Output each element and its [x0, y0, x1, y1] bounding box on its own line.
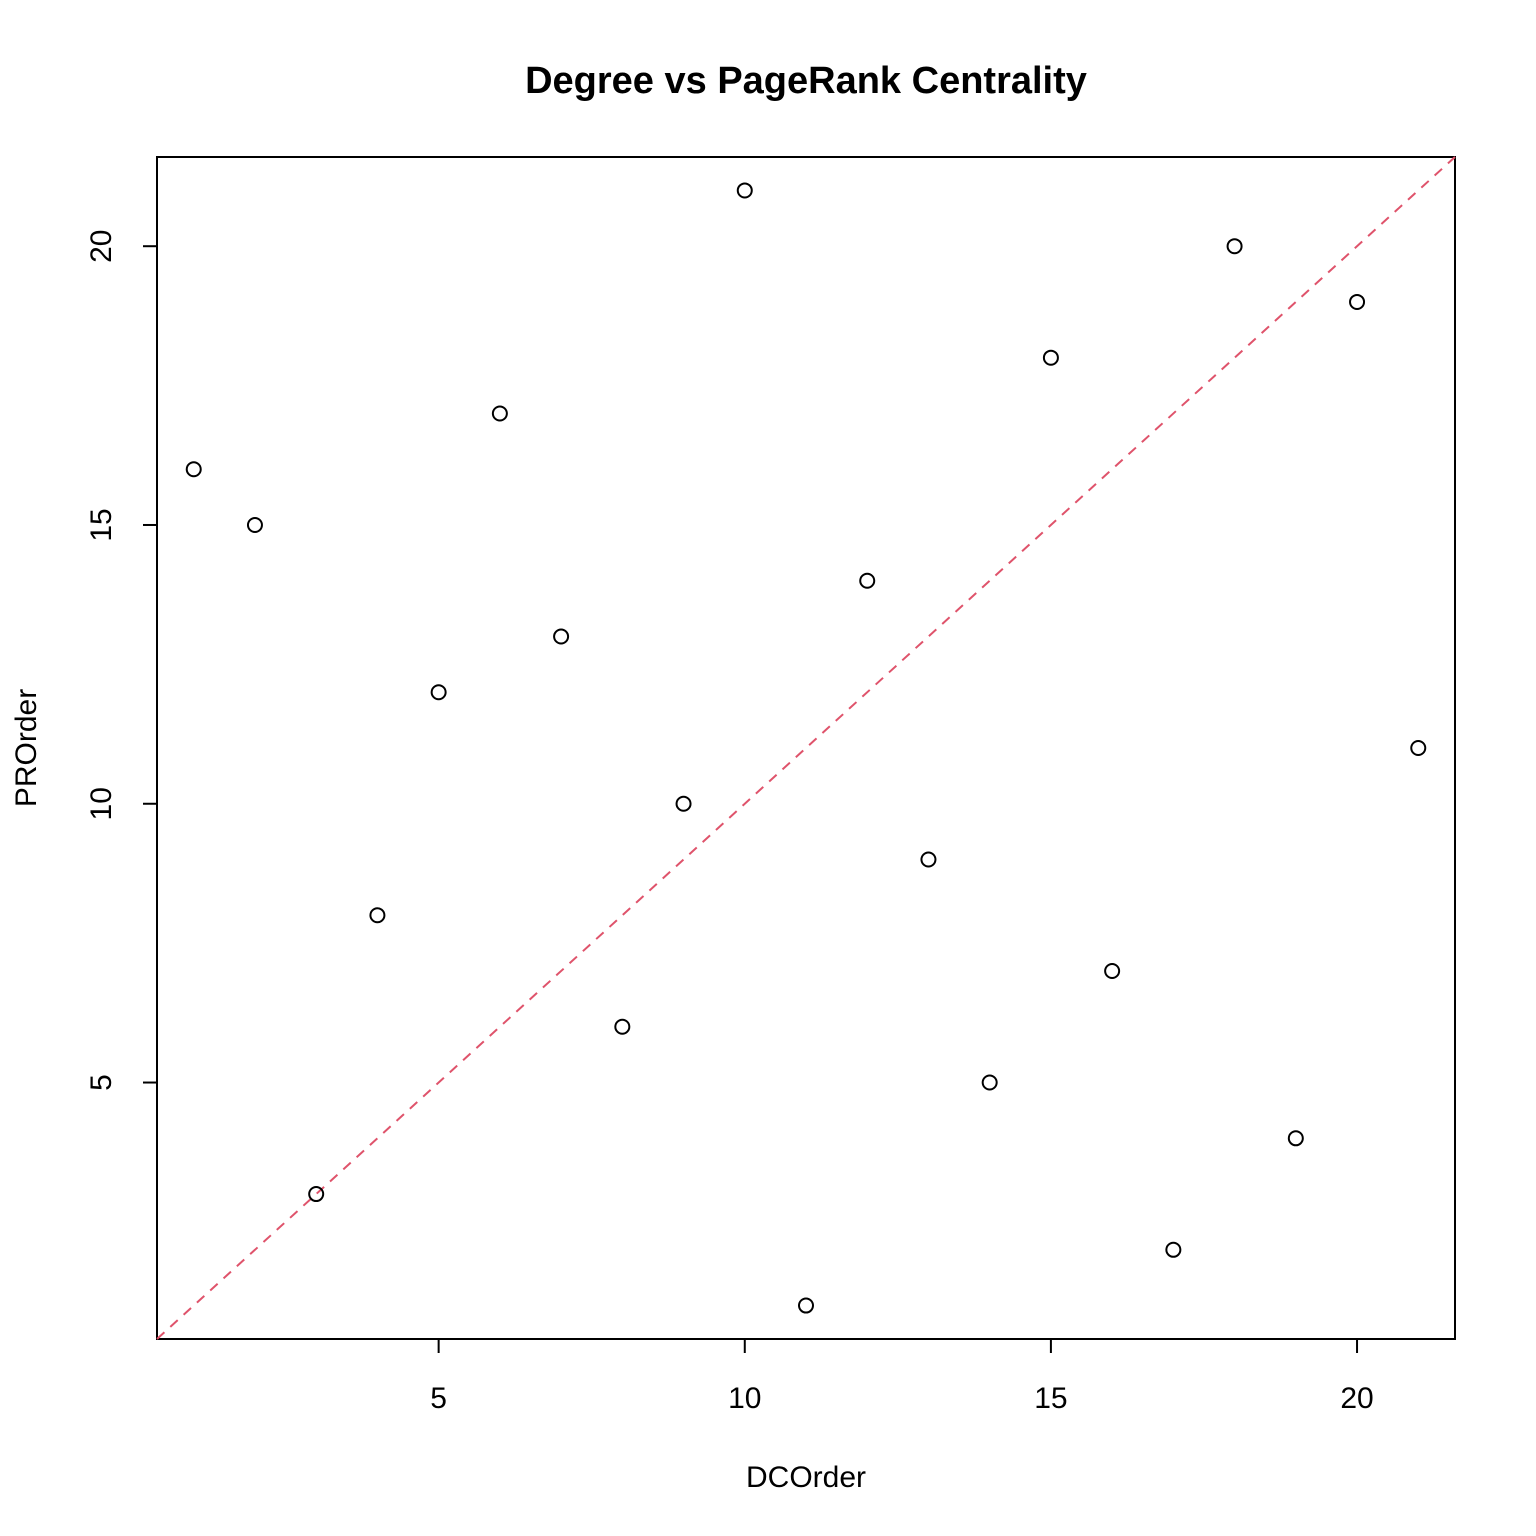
data-point [430, 684, 447, 701]
y-tick-label: 15 [85, 508, 118, 541]
data-point [859, 572, 876, 589]
data-point [798, 1297, 814, 1314]
chart-title: Degree vs PageRank Centrality [525, 60, 1087, 102]
data-point [491, 405, 508, 422]
x-tick-label: 20 [1340, 1382, 1373, 1415]
x-tick-label: 15 [1034, 1382, 1067, 1415]
x-tick-label: 10 [728, 1382, 761, 1415]
data-point [369, 907, 386, 924]
reference-line-layer [156, 156, 1456, 1340]
data-point [981, 1074, 998, 1091]
data-point [675, 795, 692, 812]
y-axis-label: PROrder [10, 689, 43, 807]
data-point [1104, 963, 1121, 980]
data-point [1349, 293, 1366, 310]
data-point [1226, 238, 1243, 255]
data-point [920, 851, 937, 868]
plot-frame [156, 156, 1456, 1340]
data-point [736, 182, 753, 199]
data-point [1165, 1241, 1182, 1258]
x-axis: 5 10 15 20 [430, 1339, 1374, 1415]
y-tick-label: 20 [85, 230, 118, 263]
x-tick-label: 5 [430, 1382, 447, 1415]
data-point [553, 628, 570, 645]
y-tick-label: 5 [85, 1074, 118, 1091]
data-point [614, 1018, 631, 1035]
reference-line [156, 156, 1456, 1340]
data-point [246, 516, 263, 533]
x-axis-label: DCOrder [746, 1461, 866, 1494]
data-point [1410, 740, 1427, 756]
y-tick-label: 10 [85, 787, 118, 820]
data-point [1042, 349, 1059, 366]
data-point [308, 1186, 325, 1203]
data-point [185, 461, 202, 478]
points-layer [185, 182, 1427, 1314]
y-axis: 5 10 15 20 [85, 230, 157, 1091]
data-point [1287, 1130, 1304, 1147]
